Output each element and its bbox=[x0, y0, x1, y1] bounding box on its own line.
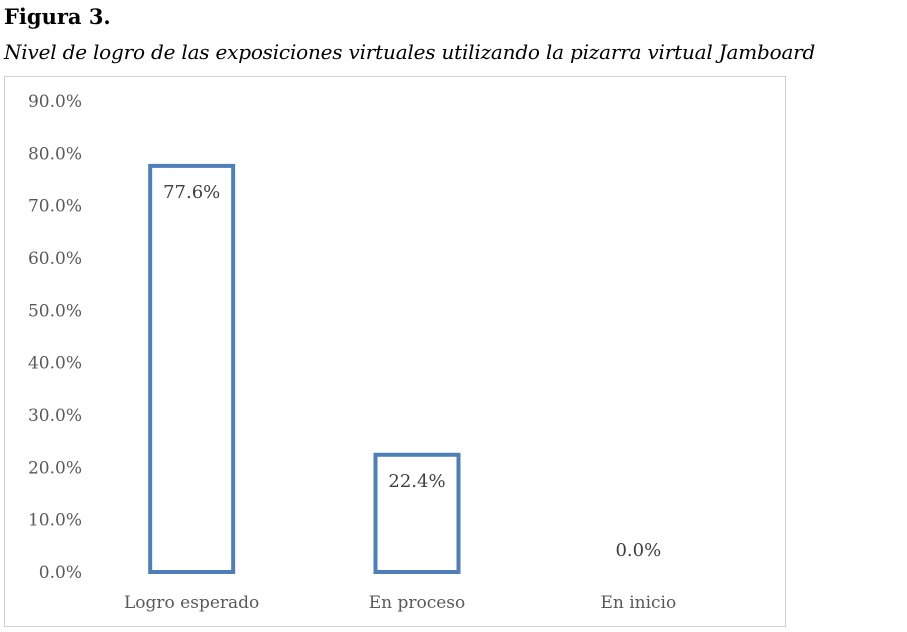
y-tick-label: 50.0% bbox=[28, 301, 82, 321]
bar bbox=[148, 163, 236, 574]
y-tick-label: 40.0% bbox=[28, 354, 82, 374]
y-axis-ticks: 0.0% 10.0% 20.0% 30.0% 40.0% 50.0% 60.0% 70.0% 8… bbox=[28, 92, 82, 583]
y-tick-label: 20.0% bbox=[28, 458, 82, 478]
category-label: Logro esperado bbox=[124, 593, 259, 613]
y-tick-label: 70.0% bbox=[28, 197, 82, 217]
data-labels: 77.6% 22.4% 0.0% bbox=[163, 182, 661, 561]
y-tick-label: 90.0% bbox=[28, 92, 82, 112]
figure-label: Figura 3. bbox=[4, 4, 111, 29]
category-label: En proceso bbox=[369, 593, 466, 613]
bars bbox=[148, 163, 461, 575]
y-tick-label: 80.0% bbox=[28, 144, 82, 164]
y-tick-label: 60.0% bbox=[28, 249, 82, 269]
y-tick-label: 10.0% bbox=[28, 511, 82, 531]
y-tick-label: 0.0% bbox=[39, 563, 82, 583]
data-label: 77.6% bbox=[163, 182, 220, 203]
y-tick-label: 30.0% bbox=[28, 406, 82, 426]
category-labels: Logro esperado En proceso En inicio bbox=[124, 593, 676, 613]
chart-frame bbox=[4, 76, 786, 627]
category-label: En inicio bbox=[600, 593, 676, 613]
data-label: 0.0% bbox=[615, 540, 661, 561]
data-label: 22.4% bbox=[388, 471, 445, 492]
bar bbox=[373, 452, 461, 575]
figure-caption: Nivel de logro de las exposiciones virtu… bbox=[4, 40, 816, 64]
